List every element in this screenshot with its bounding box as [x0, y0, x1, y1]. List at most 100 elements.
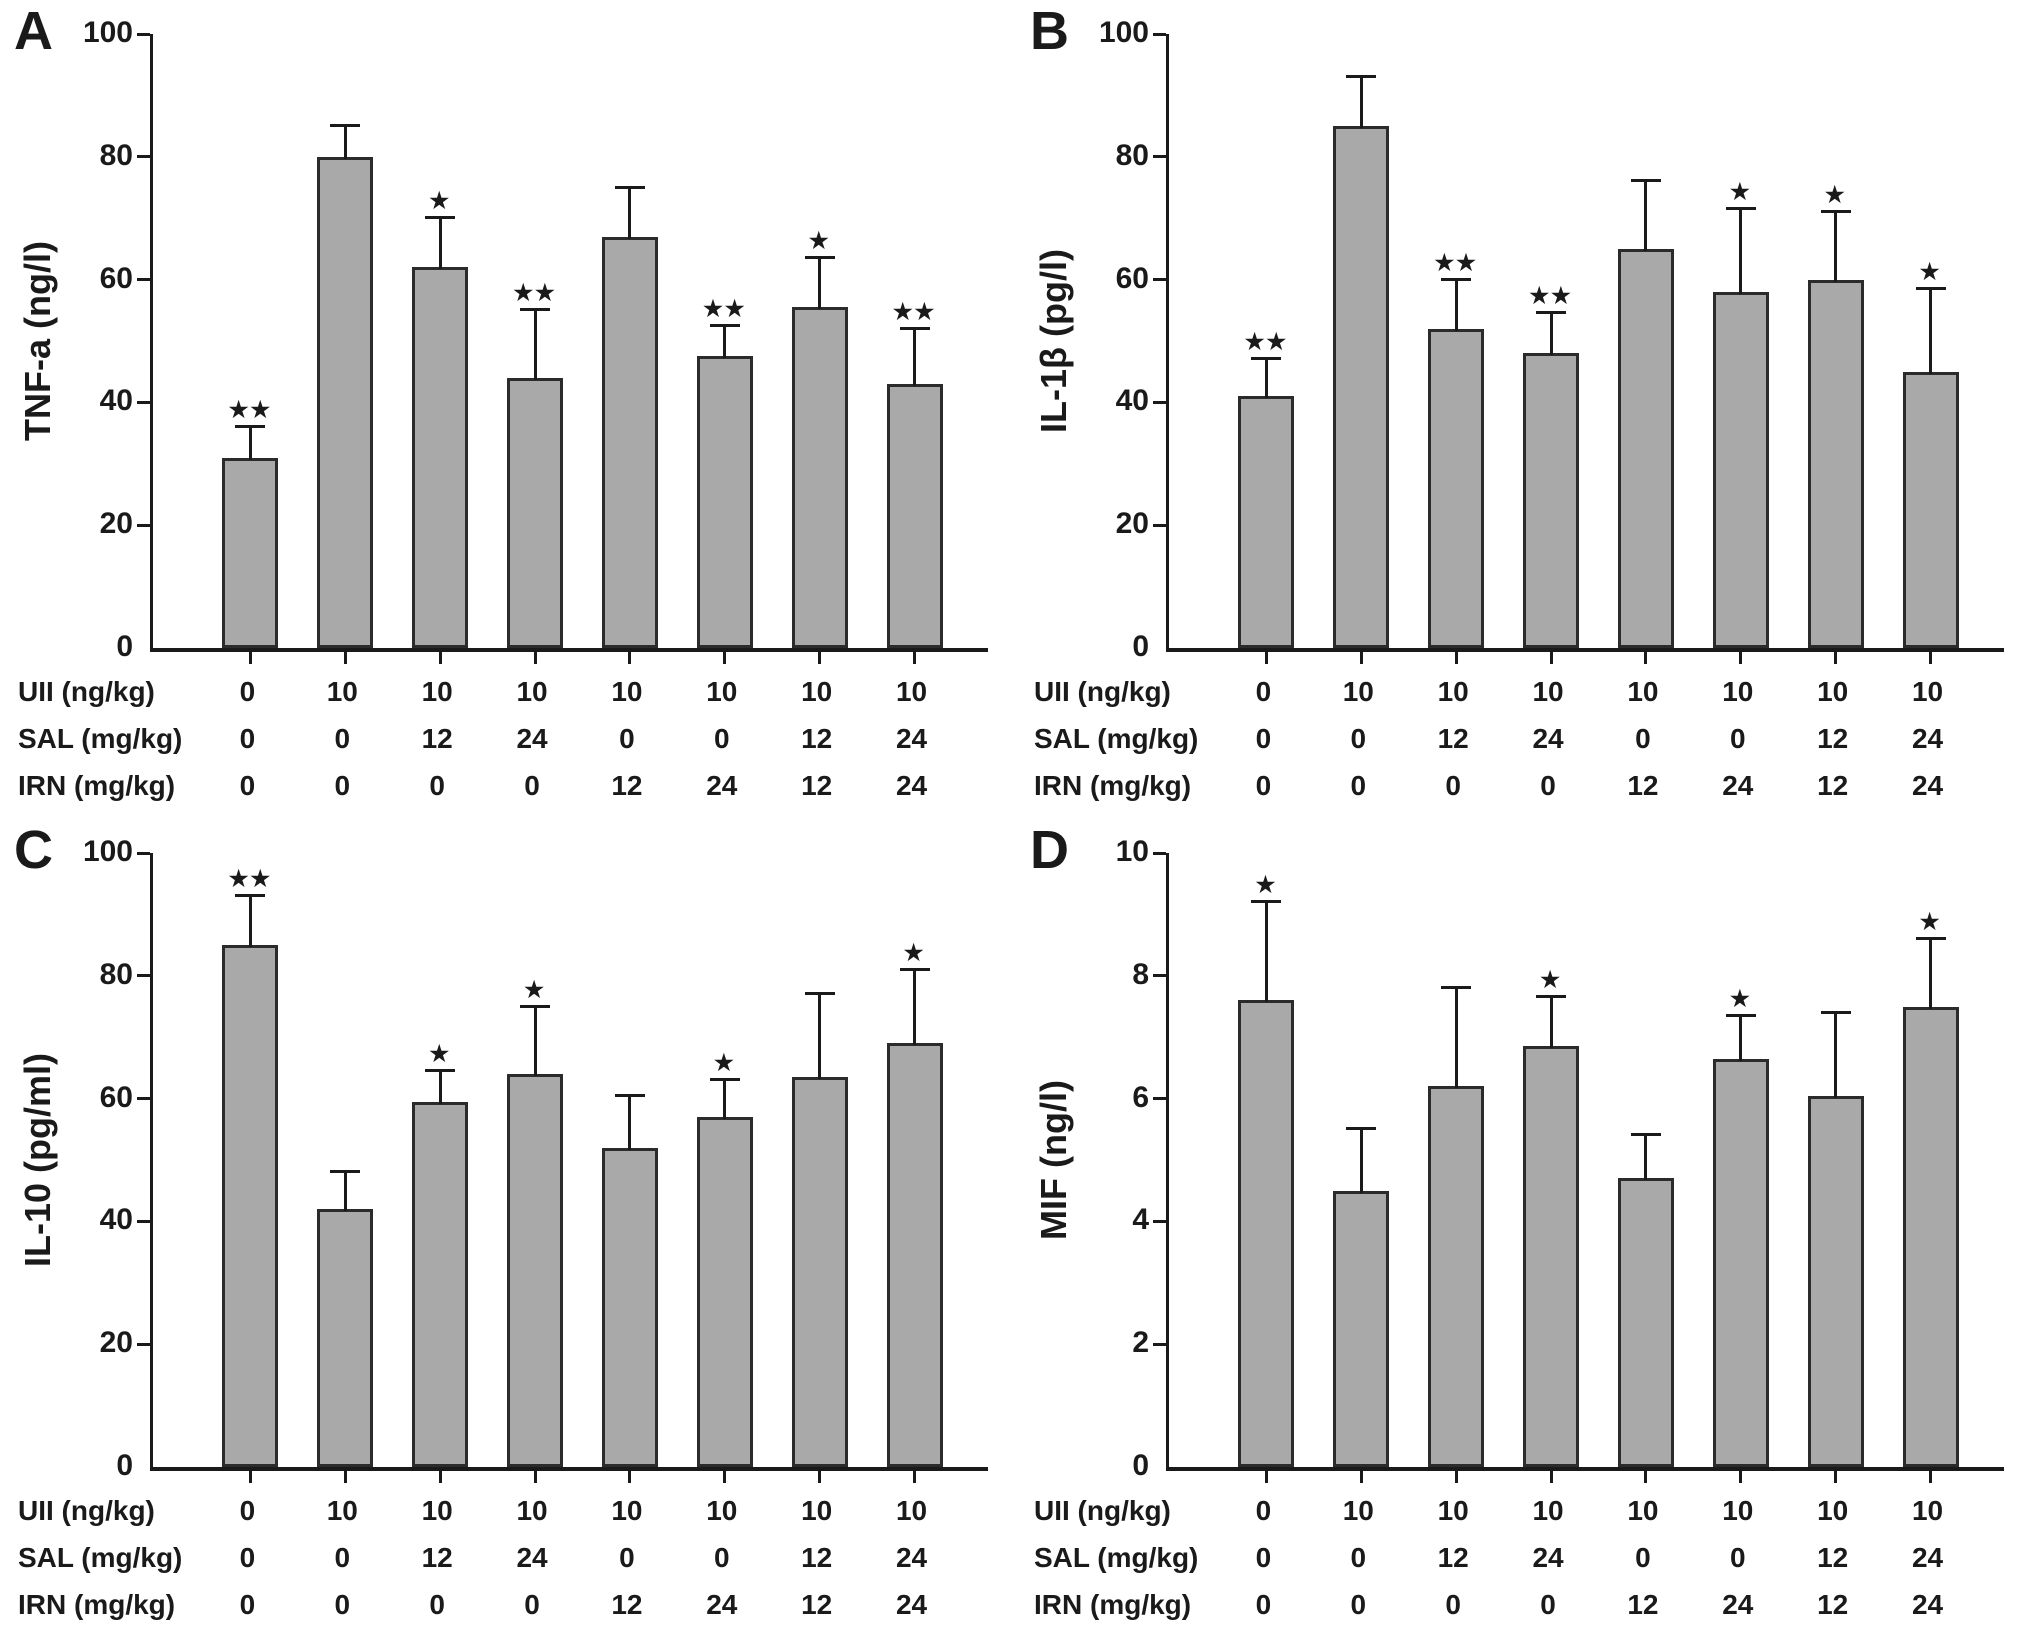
- bar-slot: [1409, 853, 1504, 1483]
- significance-stars: ★: [1729, 985, 1752, 1011]
- x-row-value: 0: [524, 769, 540, 801]
- bar-slot: [1788, 853, 1883, 1483]
- bar: [1523, 353, 1580, 648]
- error-bar: [343, 126, 347, 159]
- error-bar: [533, 1006, 537, 1077]
- panel-b: B IL-1β (pg/l) 0 20 40 60 80 100 ★★ ★★ ★★ ★ ★ ★ UII…: [1016, 0, 2031, 819]
- significance-stars: ★: [1919, 258, 1942, 284]
- error-bar: [723, 1080, 727, 1120]
- error-bar: [1834, 1012, 1838, 1098]
- y-tick: [137, 32, 150, 36]
- error-cap: [235, 893, 266, 897]
- bar: [791, 1077, 848, 1467]
- x-row-value: 0: [239, 1494, 256, 1526]
- y-tick: [137, 278, 150, 282]
- y-tick-label: 60: [99, 1080, 133, 1114]
- bar-slot: ★: [1788, 34, 1883, 664]
- error-cap: [1820, 210, 1851, 214]
- bar-slot: [1599, 34, 1694, 664]
- x-tick: [913, 1471, 917, 1483]
- x-tick: [913, 652, 917, 664]
- bar: [696, 356, 753, 648]
- panel-c: C IL-10 (pg/ml) 0 20 40 60 80 100 ★★ ★ ★ ★ ★ UII (…: [0, 819, 1015, 1638]
- error-cap: [614, 185, 645, 189]
- x-axis-rows: UII (ng/kg) 0 10 10 10 10 10 10 10 SAL (mg/kg) 0 0 1…: [1034, 668, 2001, 809]
- x-row-label: IRN (mg/kg): [1034, 1588, 1192, 1620]
- x-row-label: IRN (mg/kg): [1034, 769, 1192, 801]
- bar: [886, 383, 943, 648]
- x-row-value: 12: [1437, 1541, 1469, 1573]
- bar-slots: ★ ★ ★ ★: [1169, 853, 2004, 1483]
- y-tick: [1153, 32, 1166, 36]
- error-cap: [1536, 311, 1567, 315]
- x-row-value: 24: [706, 769, 738, 801]
- x-row-value: 10: [516, 675, 548, 707]
- x-row-value: 24: [1722, 769, 1754, 801]
- x-tick: [818, 652, 822, 664]
- y-tick-label: 40: [99, 384, 133, 418]
- error-bar: [913, 969, 917, 1046]
- bar-slot: [298, 853, 393, 1483]
- x-tick: [248, 1471, 252, 1483]
- x-row-value: 24: [516, 722, 548, 754]
- x-row-value: 0: [1445, 1588, 1461, 1620]
- x-row-value: 12: [611, 769, 643, 801]
- plot-area: 0 20 40 60 80 100 ★★ ★★ ★★ ★ ★ ★: [1099, 17, 2004, 664]
- error-cap: [235, 424, 266, 428]
- error-bar: [1359, 77, 1363, 129]
- x-tick: [1644, 1471, 1648, 1483]
- x-row: IRN (mg/kg) 0 0 0 0 12 24 12 24: [18, 1581, 985, 1628]
- x-row-label: UII (ng/kg): [1034, 675, 1171, 707]
- y-tick: [137, 1097, 150, 1101]
- y-tick-label: 20: [1115, 507, 1149, 541]
- x-row: UII (ng/kg) 0 10 10 10 10 10 10 10: [18, 668, 985, 715]
- y-tick-label: 100: [82, 835, 133, 868]
- y-tick-label: 10: [1115, 835, 1149, 868]
- error-bar: [533, 310, 537, 380]
- y-tick: [1153, 974, 1166, 978]
- error-cap: [330, 124, 361, 128]
- bar: [507, 1074, 564, 1467]
- x-row-value: 10: [1627, 675, 1659, 707]
- bar-slot: ★: [1883, 853, 1978, 1483]
- bar-slots: ★★ ★ ★ ★ ★: [153, 853, 988, 1483]
- error-cap: [899, 326, 930, 330]
- x-row-value: 0: [1540, 769, 1556, 801]
- significance-stars: ★★: [1529, 283, 1573, 309]
- x-row-value: 10: [1817, 1494, 1849, 1526]
- x-row-value: 10: [1342, 1494, 1374, 1526]
- bar-slot: ★: [677, 853, 772, 1483]
- significance-stars: ★: [429, 188, 452, 214]
- bar-slot: ★★: [677, 34, 772, 664]
- x-row-value: 10: [326, 675, 358, 707]
- plot-area: 0 20 40 60 80 100 ★★ ★ ★★ ★★ ★ ★★: [83, 17, 988, 664]
- y-tick-label: 0: [1132, 1449, 1149, 1482]
- x-row-value: 0: [239, 1541, 256, 1573]
- x-axis-rows: UII (ng/kg) 0 10 10 10 10 10 10 10 SAL (mg/kg) 0 0 1…: [18, 1487, 985, 1628]
- bar-slot: ★: [1883, 34, 1978, 664]
- x-row-value: 0: [619, 1541, 635, 1573]
- x-row-value: 0: [334, 769, 351, 801]
- x-row-value: 10: [706, 675, 738, 707]
- y-tick-label: 0: [116, 1449, 133, 1482]
- y-tick: [1153, 851, 1166, 855]
- x-row-value: 0: [334, 722, 351, 754]
- x-row-value: 12: [611, 1588, 643, 1620]
- x-row-value: 10: [516, 1494, 548, 1526]
- x-row-value: 0: [239, 675, 256, 707]
- y-tick: [1153, 155, 1166, 159]
- x-tick: [343, 1471, 347, 1483]
- error-cap: [1346, 1127, 1377, 1131]
- y-tick: [137, 1219, 150, 1223]
- y-tick-label: 0: [116, 630, 133, 663]
- y-tick: [137, 851, 150, 855]
- bar: [1238, 1000, 1295, 1467]
- x-row-value: 24: [1532, 722, 1564, 754]
- bar-slot: ★★: [203, 34, 298, 664]
- bar: [1617, 1178, 1674, 1467]
- y-tick-label: 100: [82, 16, 133, 49]
- x-row-value: 10: [801, 675, 833, 707]
- x-tick: [723, 652, 727, 664]
- y-tick-label: 40: [99, 1203, 133, 1237]
- x-row-value: 0: [619, 722, 635, 754]
